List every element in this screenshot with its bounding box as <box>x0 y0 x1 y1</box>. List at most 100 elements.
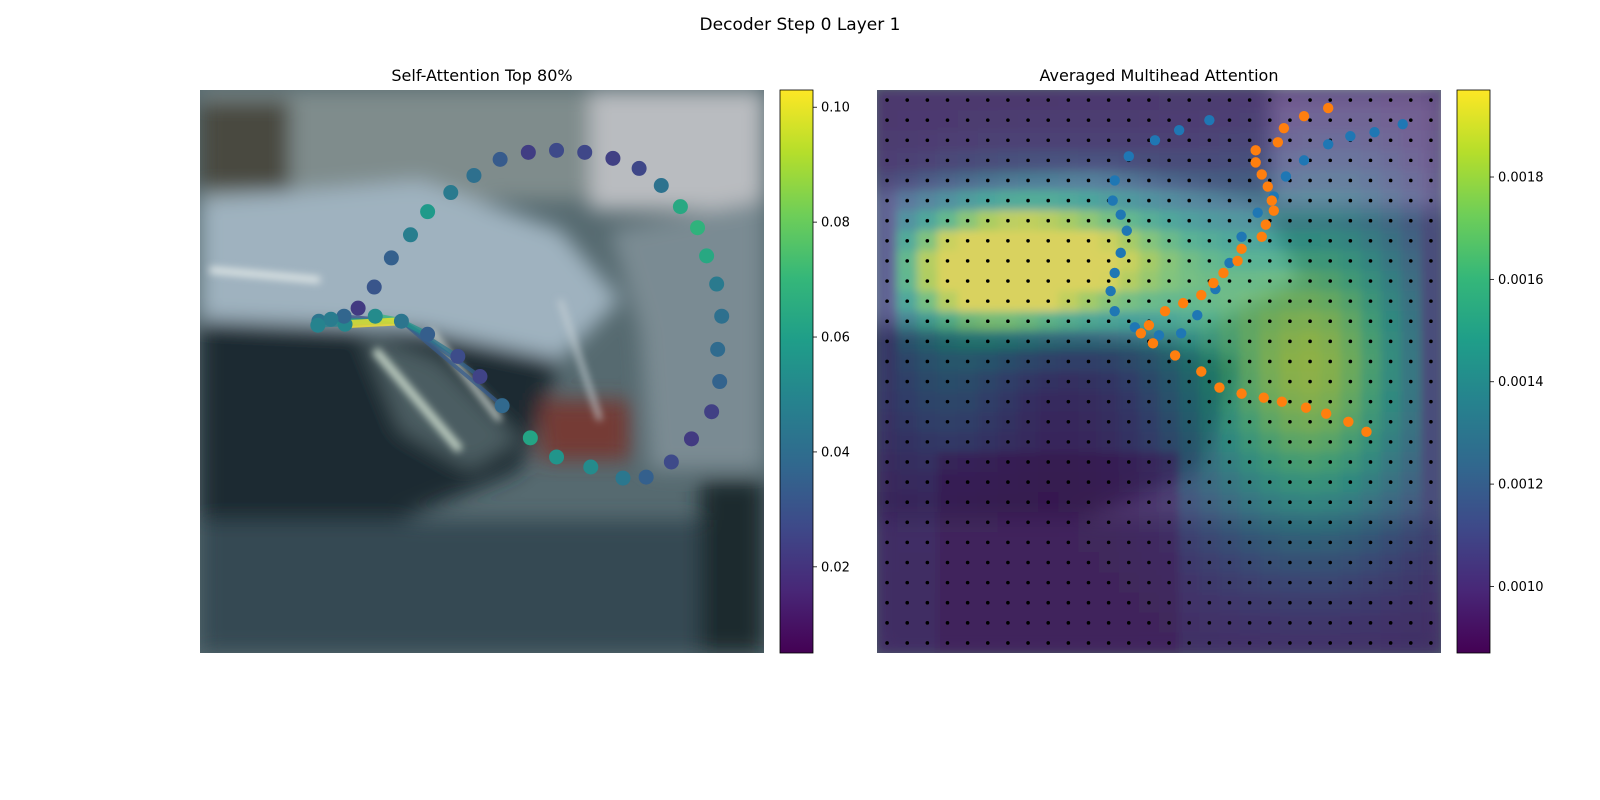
orange-point <box>1236 243 1247 255</box>
orange-point <box>1276 396 1288 407</box>
grid-dot <box>1106 98 1111 102</box>
grid-dot <box>1207 359 1212 364</box>
grid-dot <box>925 218 930 223</box>
grid-dot <box>1126 218 1131 223</box>
grid-dot <box>1126 480 1131 484</box>
orange-point <box>1260 219 1271 230</box>
grid-dot <box>985 641 990 645</box>
grid-dot <box>1147 480 1151 484</box>
grid-dot <box>1207 580 1212 585</box>
grid-dot <box>1429 359 1433 364</box>
grid-dot <box>1187 339 1192 344</box>
grid-dot <box>1429 98 1433 102</box>
grid-dot <box>1328 600 1333 605</box>
grid-dot <box>1066 419 1071 424</box>
grid-dot <box>945 359 950 364</box>
grid-dot <box>1126 580 1131 585</box>
grid-dot <box>1126 118 1131 122</box>
grid-dot <box>1368 460 1373 464</box>
grid-dot <box>925 379 930 384</box>
grid-dot <box>1408 641 1413 645</box>
grid-dot <box>1187 399 1192 404</box>
grid-dot <box>1046 319 1051 324</box>
grid-dot <box>945 178 950 183</box>
grid-dot <box>1046 440 1051 444</box>
figure-title: Decoder Step 0 Layer 1 <box>700 15 901 35</box>
grid-dot <box>905 98 910 102</box>
grid-dot <box>945 98 950 102</box>
grid-dot <box>1308 339 1312 344</box>
grid-dot <box>1308 641 1312 645</box>
grid-dot <box>1429 279 1433 283</box>
grid-dot <box>1167 178 1171 183</box>
grid-dot <box>1167 379 1171 384</box>
grid-dot <box>1348 239 1353 243</box>
grid-dot <box>1187 279 1192 283</box>
grid-dot <box>1267 480 1272 484</box>
grid-dot <box>1187 299 1192 303</box>
grid-dot <box>1126 621 1131 625</box>
grid-dot <box>1006 299 1010 303</box>
grid-dot <box>1328 98 1333 102</box>
grid-dot <box>1167 218 1171 223</box>
grid-dot <box>1408 500 1413 504</box>
grid-dot <box>1388 339 1393 344</box>
grid-dot <box>1106 218 1111 223</box>
grid-dot <box>1147 279 1151 283</box>
grid-dot <box>1408 560 1413 565</box>
grid-dot <box>1288 419 1292 424</box>
blue-point <box>1280 171 1292 182</box>
grid-dot <box>1388 540 1393 545</box>
blue-point <box>1252 207 1263 218</box>
grid-dot <box>1288 118 1292 122</box>
grid-dot <box>965 198 970 203</box>
grid-dot <box>1227 359 1232 364</box>
grid-dot <box>1408 399 1413 404</box>
grid-dot <box>985 440 990 444</box>
grid-dot <box>1006 600 1010 605</box>
grid-dot <box>965 621 970 625</box>
grid-dot <box>1106 299 1111 303</box>
grid-dot <box>1368 641 1373 645</box>
grid-dot <box>1086 178 1091 183</box>
grid-dot <box>965 279 970 283</box>
grid-dot <box>1167 560 1171 565</box>
grid-dot <box>1066 239 1071 243</box>
grid-dot <box>925 259 930 263</box>
grid-dot <box>1026 641 1030 645</box>
grid-dot <box>1026 118 1030 122</box>
grid-dot <box>945 319 950 324</box>
grid-dot <box>1348 339 1353 344</box>
grid-dot <box>1288 480 1292 484</box>
colorbar-tick-label: 0.0010 <box>1498 580 1544 595</box>
grid-dot <box>1106 419 1111 424</box>
grid-dot <box>1126 178 1131 183</box>
grid-dot <box>1106 540 1111 545</box>
grid-dot <box>1187 319 1192 324</box>
orange-point <box>1250 157 1261 168</box>
grid-dot <box>1046 138 1051 143</box>
grid-dot <box>1429 319 1433 324</box>
grid-dot <box>945 259 950 263</box>
grid-dot <box>1106 560 1111 565</box>
grid-dot <box>1167 500 1171 504</box>
grid-dot <box>905 118 910 122</box>
attention-point <box>714 308 730 324</box>
grid-dot <box>985 299 990 303</box>
grid-dot <box>1046 580 1051 585</box>
grid-dot <box>985 580 990 585</box>
grid-dot <box>1147 500 1151 504</box>
grid-dot <box>1086 158 1091 163</box>
grid-dot <box>1046 641 1051 645</box>
grid-dot <box>1126 600 1131 605</box>
grid-dot <box>1308 319 1312 324</box>
orange-point <box>1300 402 1312 413</box>
grid-dot <box>985 480 990 484</box>
grid-dot <box>1429 399 1433 404</box>
colorbar-tick-label: 0.0014 <box>1498 375 1544 390</box>
grid-dot <box>885 600 889 605</box>
grid-dot <box>1066 600 1071 605</box>
blue-point <box>1149 135 1161 146</box>
grid-dot <box>1408 198 1413 203</box>
